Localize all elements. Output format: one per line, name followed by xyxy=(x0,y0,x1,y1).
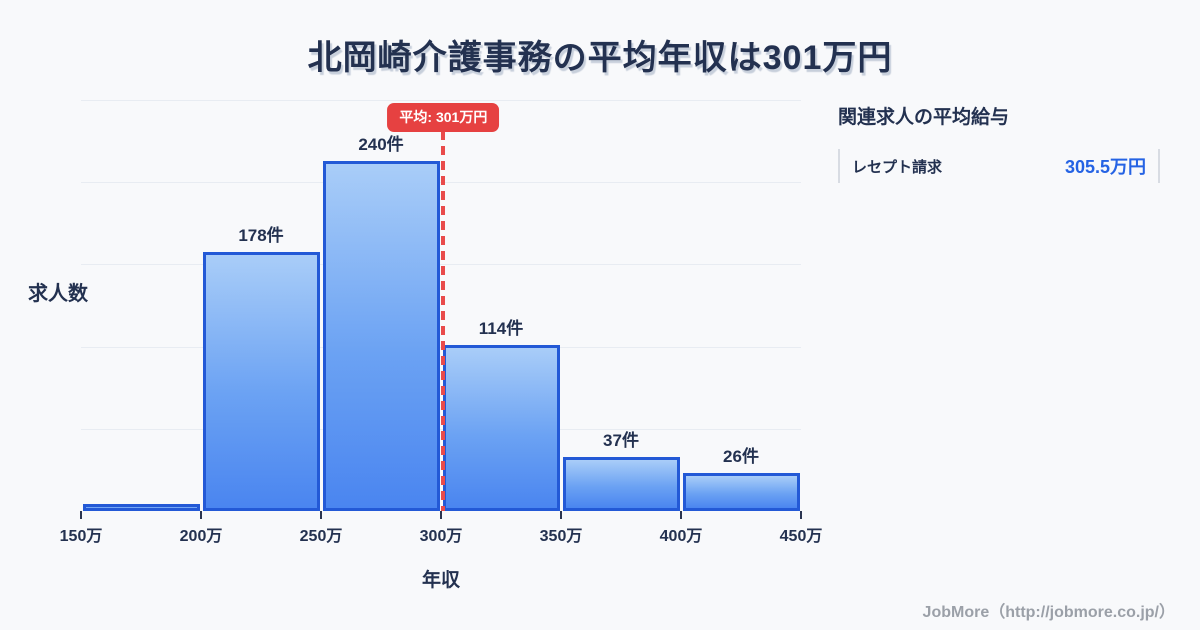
x-tick xyxy=(560,511,562,519)
average-badge: 平均: 301万円 xyxy=(387,103,500,132)
x-tick xyxy=(320,511,322,519)
x-tick-label: 350万 xyxy=(539,528,583,545)
x-tick-label: 300万 xyxy=(419,528,463,545)
x-tick-label: 150万 xyxy=(59,528,103,545)
bar-value-label: 37件 xyxy=(603,431,639,451)
x-tick xyxy=(800,511,802,519)
site-credit: JobMore（http://jobmore.co.jp/） xyxy=(922,604,1175,621)
salary-row: レセプト請求 305.5万円 xyxy=(838,149,1160,183)
grid-line xyxy=(81,264,801,266)
x-axis-ticks: 150万 200万 250万 300万 350万 400万 450万 xyxy=(60,511,822,553)
histogram-bar xyxy=(202,251,320,511)
histogram-bar xyxy=(322,161,440,511)
x-tick xyxy=(200,511,202,519)
grid-line xyxy=(81,182,801,184)
grid-line xyxy=(81,346,801,348)
x-tick xyxy=(440,511,442,519)
x-tick-label: 250万 xyxy=(299,528,343,545)
bar-value-label: 178件 xyxy=(238,225,284,245)
x-axis-label: 年収 xyxy=(421,570,460,591)
salary-row-label: レセプト請求 xyxy=(852,158,943,176)
grid-line xyxy=(81,428,801,430)
x-tick-label: 200万 xyxy=(179,528,223,545)
chart-title: 北岡崎介護事務の平均年収は301万円 xyxy=(307,39,893,77)
bar-value-label: 114件 xyxy=(478,318,524,338)
x-tick xyxy=(680,511,682,519)
related-salary-panel: 関連求人の平均給与 レセプト請求 305.5万円 xyxy=(838,102,1160,183)
histogram-bar xyxy=(562,457,680,511)
histogram-bar xyxy=(442,344,560,511)
bar-value-label: 240件 xyxy=(358,135,404,155)
x-tick-label: 400万 xyxy=(659,528,703,545)
histogram-bar xyxy=(82,503,200,511)
x-tick-label: 450万 xyxy=(779,528,823,545)
panel-header: 関連求人の平均給与 xyxy=(838,107,1010,128)
bar-value-label: 26件 xyxy=(723,447,759,467)
plot-area: 178件 240件 114件 37件 26件 平均: 301万円 xyxy=(81,100,801,511)
histogram-bar xyxy=(682,473,800,511)
average-line xyxy=(441,131,446,511)
salary-row-value: 305.5万円 xyxy=(1064,157,1146,177)
x-tick xyxy=(80,511,82,519)
grid-line xyxy=(81,100,801,101)
y-axis-label: 求人数 xyxy=(28,283,88,305)
